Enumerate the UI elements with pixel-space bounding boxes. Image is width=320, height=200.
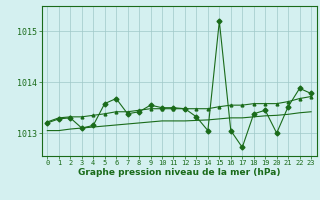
- X-axis label: Graphe pression niveau de la mer (hPa): Graphe pression niveau de la mer (hPa): [78, 168, 280, 177]
